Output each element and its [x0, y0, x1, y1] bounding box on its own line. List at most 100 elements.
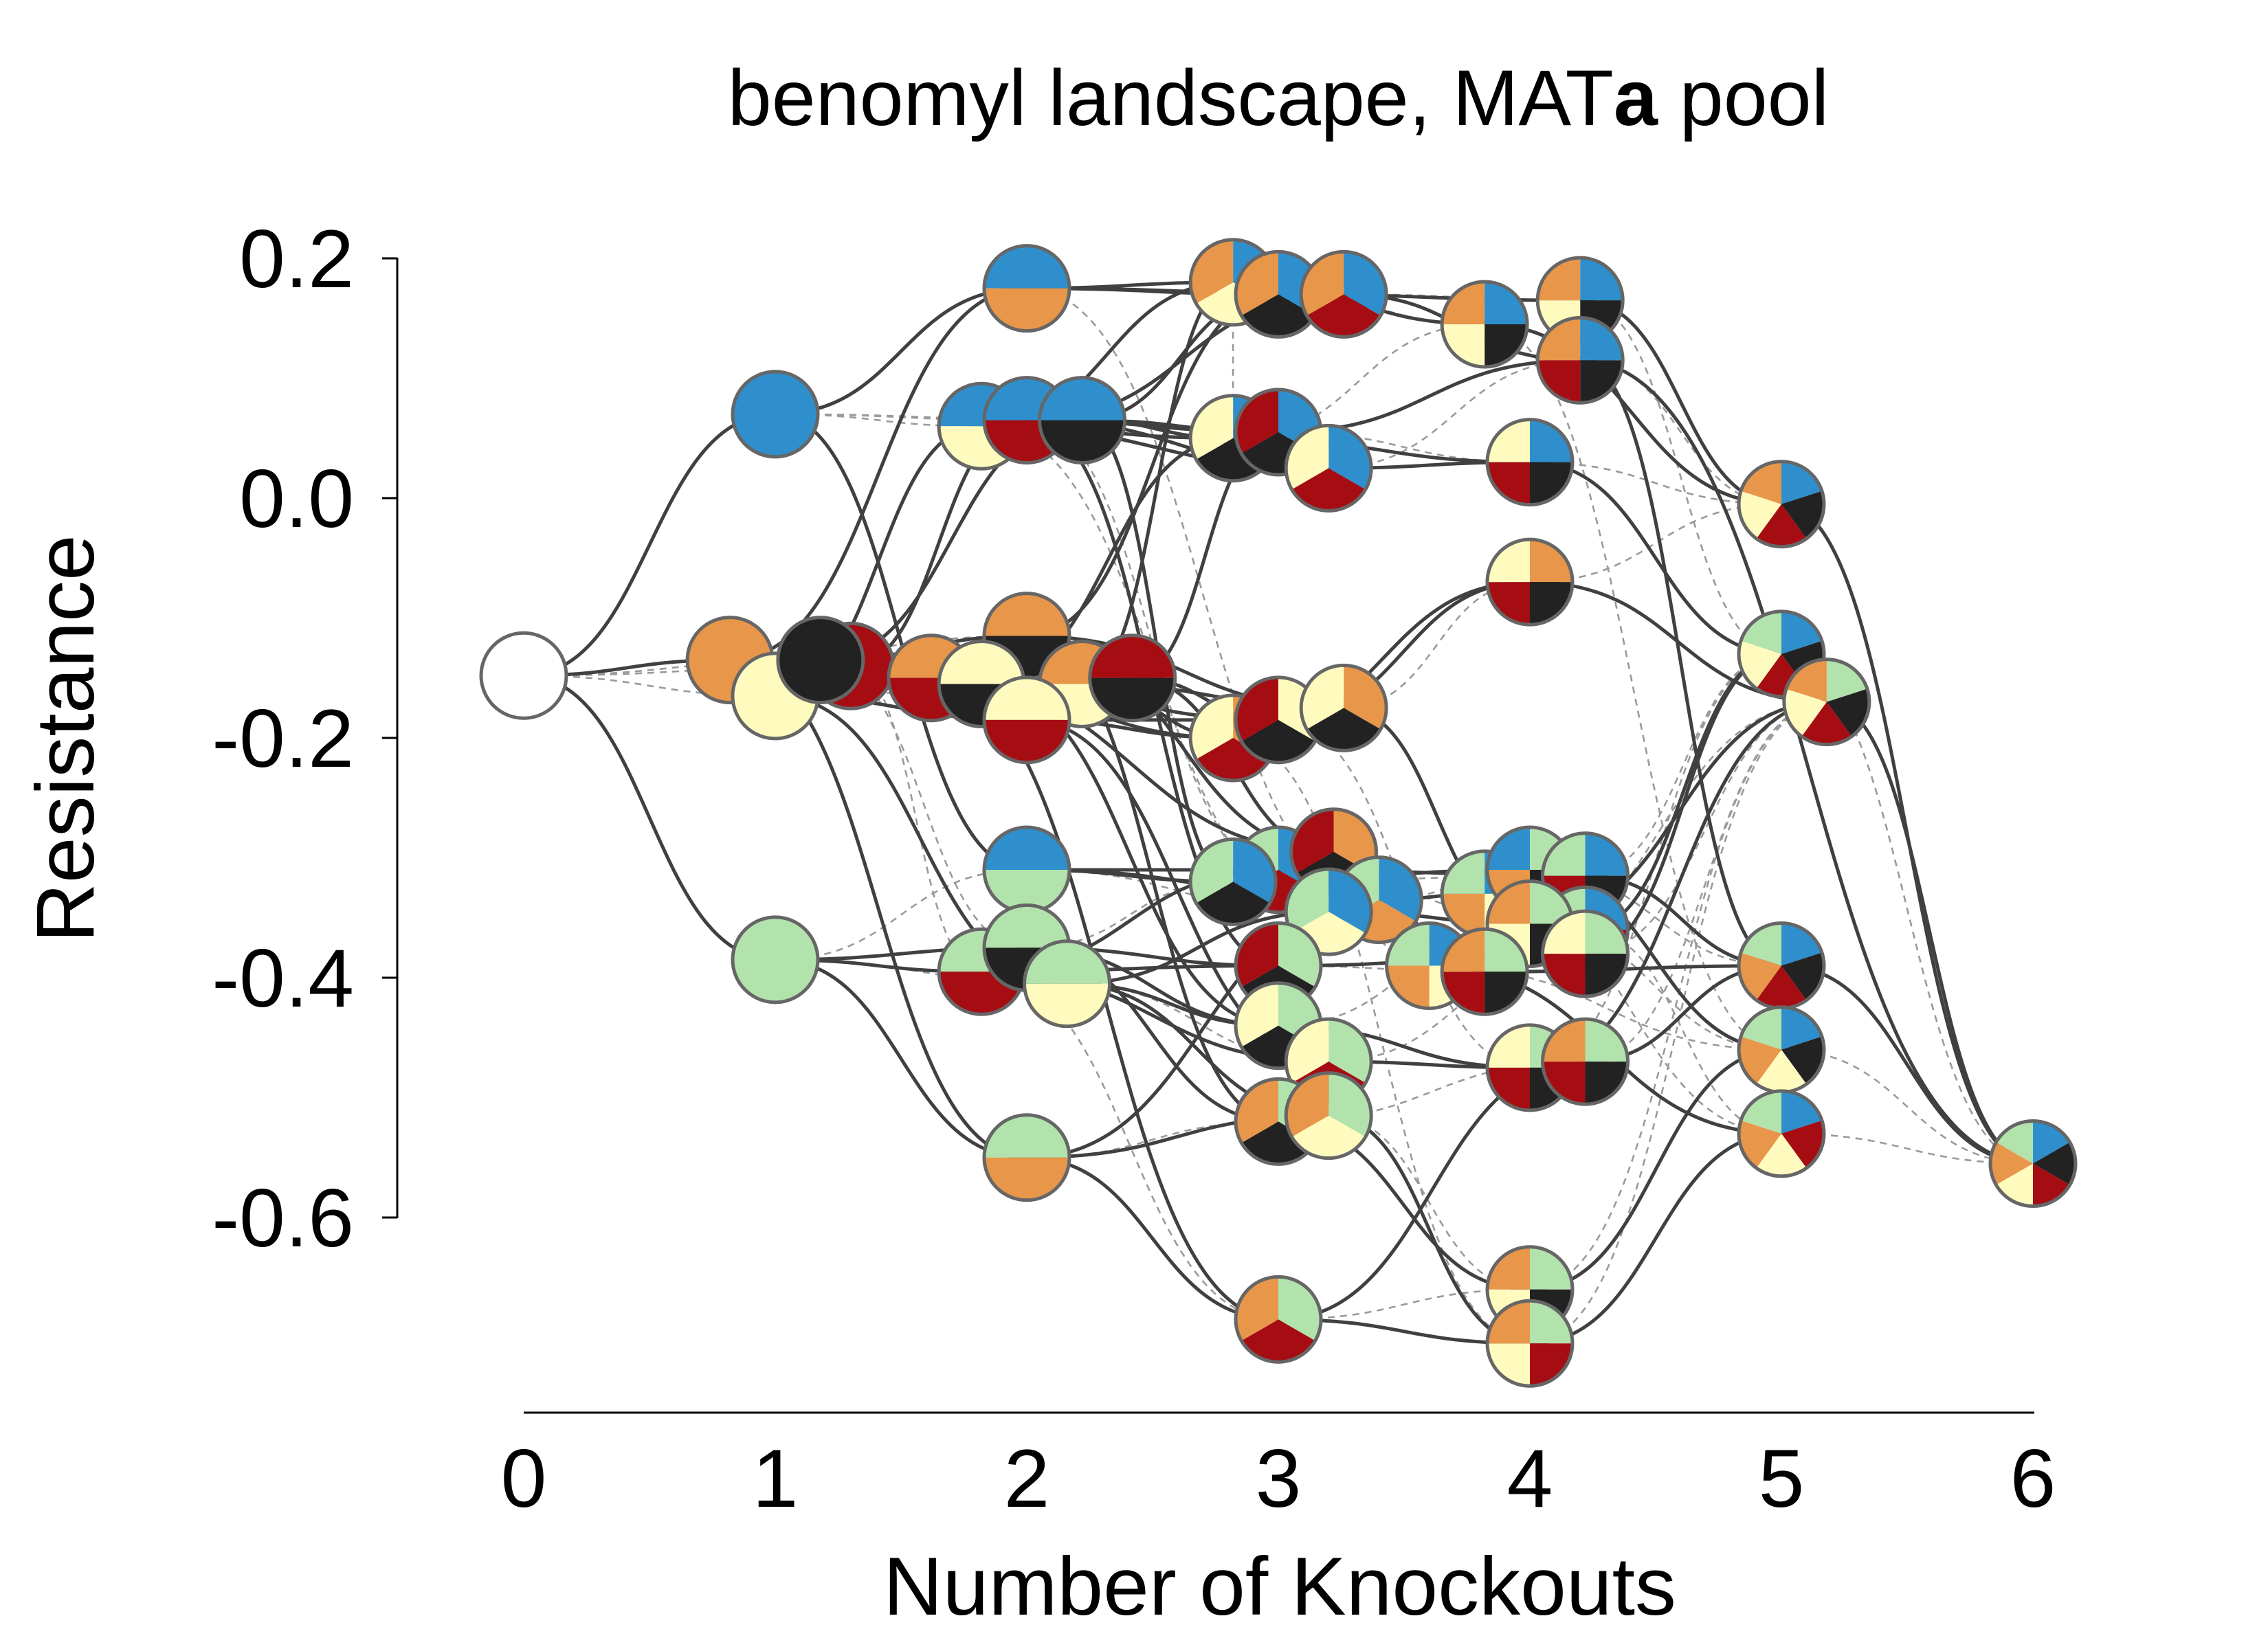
- node-wedge: [1781, 611, 1822, 654]
- node-outline: [1541, 909, 1630, 998]
- node-wedge: [1990, 1142, 2033, 1185]
- genotype-node: [731, 915, 820, 1005]
- node-wedge: [1487, 539, 1530, 583]
- node-wedge: [1487, 827, 1530, 870]
- edge-solid: [523, 412, 776, 677]
- node-wedge: [1756, 1049, 1807, 1092]
- node-wedge: [1756, 1133, 1807, 1176]
- node-wedge: [1542, 911, 1586, 954]
- node-outline: [479, 631, 568, 720]
- genotype-node: [1485, 1299, 1575, 1388]
- edge-dashed: [1529, 868, 1782, 967]
- node-wedge: [984, 593, 1069, 636]
- node-wedge: [1585, 911, 1628, 954]
- node-wedge: [984, 677, 1069, 720]
- genotype-node: [982, 244, 1071, 333]
- node-wedge: [984, 869, 1069, 912]
- node-wedge: [1537, 258, 1581, 301]
- genotype-node: [1023, 939, 1112, 1029]
- x-tick-label: 3: [1256, 1433, 1302, 1525]
- x-tick-label: 6: [2010, 1433, 2056, 1525]
- node-outline: [1440, 927, 1529, 1016]
- edge-dashed: [1278, 965, 1485, 973]
- node-wedge: [1580, 317, 1623, 361]
- genotype-node: [1541, 1017, 1630, 1106]
- node-wedge: [1738, 952, 1781, 1000]
- node-wedge: [1442, 893, 1485, 936]
- node-wedge: [1241, 294, 1315, 337]
- genotype-node: [776, 616, 865, 705]
- genotype-node: [1541, 909, 1630, 998]
- genotype-node: [1737, 1005, 1826, 1095]
- edge-solid: [1082, 280, 1234, 686]
- genotype-node: [1782, 658, 1871, 747]
- x-axis-label: Number of Knockouts: [883, 1540, 1676, 1633]
- node-outline: [1737, 609, 1826, 699]
- genotype-node: [1988, 1119, 2078, 1208]
- node-outline: [1234, 1275, 1323, 1364]
- edge-dashed: [981, 970, 1279, 1321]
- edge-dashed: [1278, 431, 1531, 463]
- node-wedge: [1826, 659, 1867, 702]
- node-wedge: [984, 245, 1069, 289]
- node-wedge: [2033, 1142, 2076, 1185]
- genotype-node: [1038, 376, 1127, 465]
- edge-solid: [1580, 358, 2034, 1165]
- edge-solid: [775, 958, 1027, 1160]
- node-wedge: [1485, 281, 1528, 324]
- node-wedge: [777, 617, 863, 703]
- node-wedge: [1487, 419, 1530, 462]
- node-wedge: [1801, 702, 1852, 745]
- node-wedge: [1442, 929, 1485, 972]
- node-outline: [1535, 315, 1625, 405]
- node-wedge: [1585, 1062, 1628, 1105]
- node-wedge: [1781, 461, 1822, 504]
- node-outline: [1737, 1089, 1826, 1178]
- node-wedge: [1485, 324, 1528, 367]
- edge-dashed: [1233, 737, 1531, 1345]
- x-tick-label: 2: [1004, 1433, 1050, 1525]
- edge-solid: [1529, 1048, 1782, 1292]
- node-wedge: [1542, 1019, 1586, 1062]
- genotype-node: [1284, 1071, 1373, 1160]
- x-ticks: 0 1 2 3 4 5 6: [501, 1433, 2056, 1525]
- edge-dashed: [1529, 461, 1782, 506]
- node-wedge: [1741, 1090, 1781, 1134]
- edge-dashed: [1781, 653, 2034, 1165]
- node-wedge: [1537, 317, 1581, 361]
- node-wedge: [1781, 1036, 1824, 1084]
- node-wedge: [1786, 659, 1827, 702]
- node-outline: [776, 616, 865, 705]
- edge-dashed: [1781, 1048, 2034, 1165]
- edge-dashed: [775, 868, 1027, 961]
- node-wedge: [984, 1114, 1069, 1158]
- x-tick-label: 0: [501, 1433, 547, 1525]
- node-wedge: [1530, 539, 1572, 583]
- y-ticks: 0.2 0.0 -0.2 -0.4 -0.6: [212, 213, 397, 1264]
- edge-dashed: [1529, 701, 1827, 1290]
- genotype-nodes: [479, 238, 2078, 1388]
- edge-solid: [1278, 1317, 1531, 1345]
- node-wedge: [1291, 1115, 1366, 1158]
- node-wedge: [939, 641, 1025, 684]
- node-wedge: [1442, 972, 1485, 1015]
- node-wedge: [1585, 1019, 1628, 1062]
- edge-solid: [1026, 1156, 1279, 1321]
- node-wedge: [1487, 582, 1530, 625]
- node-wedge: [1537, 360, 1581, 403]
- node-wedge: [1741, 1007, 1781, 1050]
- node-wedge: [1442, 281, 1485, 324]
- node-wedge: [1781, 923, 1822, 966]
- edge-solid: [523, 673, 776, 962]
- edge-dashed: [1233, 323, 1485, 440]
- node-wedge: [1781, 1090, 1822, 1134]
- genotype-node: [1737, 1089, 1826, 1178]
- genotype-node: [982, 675, 1071, 765]
- edge-solid: [1485, 964, 1782, 974]
- genotype-node: [1440, 280, 1529, 369]
- node-wedge: [1089, 677, 1175, 721]
- node-wedge: [1442, 324, 1485, 367]
- node-wedge: [1291, 468, 1366, 511]
- node-wedge: [733, 917, 818, 1002]
